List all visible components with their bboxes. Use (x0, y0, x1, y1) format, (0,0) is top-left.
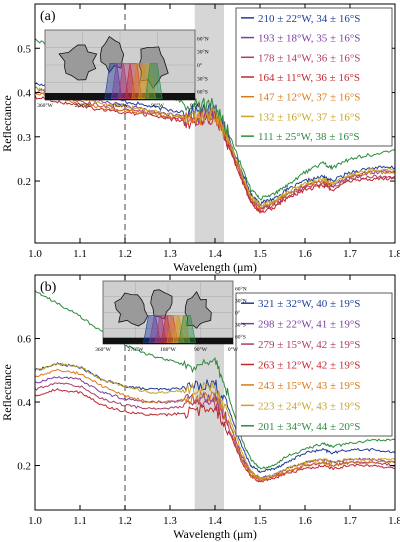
y-tick-label: 0.6 (17, 334, 31, 346)
legend-entry: 210 ± 22°W, 34 ± 16°S (258, 13, 360, 25)
panel-label: (b) (40, 280, 57, 295)
x-tick-label: 1.0 (28, 248, 42, 260)
x-tick-label: 1.3 (163, 248, 177, 260)
legend-entry: 193 ± 18°W, 35 ± 16°S (258, 33, 360, 45)
inset-footprint (144, 63, 163, 99)
inset-landmass (150, 289, 173, 320)
inset-lat-label: 60°N (235, 286, 247, 293)
inset-lat-label: 0° (235, 310, 240, 317)
y-tick-label: 0.2 (17, 461, 31, 473)
y-tick-label: 0.2 (17, 176, 31, 188)
series-line-6 (34, 362, 396, 481)
x-tick-label: 1.0 (28, 515, 42, 527)
inset-map: 360°W 270°W 180°W 90°W 0°W 60°N 30°N 0° 30°S 60°S (95, 280, 247, 353)
x-tick-label: 1.1 (73, 248, 87, 260)
inset-lon-label: 0°W (228, 346, 239, 353)
legend-entry: 321 ± 32°W, 40 ± 19°S (258, 298, 360, 310)
inset-lat-label: 0° (197, 62, 202, 69)
y-tick-label: 0.5 (17, 43, 31, 55)
legend-entry: 263 ± 12°W, 42 ± 19°S (258, 360, 360, 372)
legend: 321 ± 32°W, 40 ± 19°S 298 ± 22°W, 41 ± 19… (235, 292, 393, 437)
inset-lat-label: 30°S (197, 75, 208, 82)
inset-lat-label: 60°S (235, 333, 246, 340)
legend-entry: 164 ± 11°W, 36 ± 16°S (258, 72, 360, 84)
x-tick-label: 1.5 (253, 248, 267, 260)
legend-entry: 132 ± 16°W, 37 ± 16°S (258, 111, 360, 123)
series-line-6 (34, 86, 396, 208)
inset-lon-label: 180°W (160, 346, 176, 353)
inset-landmass (58, 44, 98, 81)
inset-landmass (114, 292, 149, 327)
legend-entry: 147 ± 12°W, 37 ± 16°S (258, 92, 360, 104)
legend-entry: 201 ± 34°W, 44 ± 20°S (258, 421, 360, 433)
legend-entry: 298 ± 22°W, 41 ± 19°S (258, 319, 360, 331)
legend-entry: 178 ± 14°W, 36 ± 16°S (258, 52, 360, 64)
x-tick-label: 1.8 (388, 515, 400, 527)
x-axis-label: Wavelength (μm) (173, 527, 257, 541)
x-axis-label: Wavelength (μm) (173, 260, 257, 274)
x-tick-label: 1.4 (208, 515, 222, 527)
x-tick-label: 1.6 (298, 515, 312, 527)
x-tick-label: 1.7 (343, 248, 357, 260)
series-line-5 (34, 368, 395, 482)
x-tick-label: 1.5 (253, 515, 267, 527)
series-line-1 (34, 362, 396, 474)
x-tick-label: 1.6 (298, 248, 312, 260)
inset-lat-label: 30°S (235, 321, 246, 328)
legend-entry: 111 ± 25°W, 38 ± 16°S (258, 131, 360, 143)
legend-entry: 223 ± 24°W, 43 ± 19°S (258, 400, 360, 412)
x-tick-label: 1.3 (163, 515, 177, 527)
legend-box (235, 292, 393, 437)
series-line-4 (34, 388, 396, 483)
inset-lon-label: 180°W (112, 102, 128, 109)
series-line-2 (34, 376, 396, 481)
inset-polar-cap (45, 93, 195, 100)
legend: 210 ± 22°W, 34 ± 16°S 193 ± 18°W, 35 ± 16… (235, 7, 393, 147)
chart-panel-b: 1.0 1.1 1.2 1.3 1.4 1.5 1.6 1.7 1.8 0.2 0.4 0.6 Wave… (0, 274, 400, 541)
inset-lat-label: 30°N (235, 298, 247, 305)
y-axis-label: Reflectance (0, 95, 14, 152)
x-tick-label: 1.1 (73, 515, 87, 527)
panel-label: (a) (40, 9, 56, 24)
inset-polar-cap (103, 337, 233, 344)
y-axis-label: Reflectance (0, 364, 14, 421)
inset-lon-label: 90°W (194, 346, 208, 353)
series-line-4 (34, 95, 396, 214)
y-tick-label: 0.3 (17, 132, 31, 144)
inset-lon-label: 270°W (128, 346, 144, 353)
chart-panel-a: 1.0 1.1 1.2 1.3 1.4 1.5 1.6 1.7 1.8 0.2 0.3 0.4 0.5 W… (0, 3, 400, 274)
y-tick-label: 0.4 (17, 397, 31, 409)
inset-footprint (178, 315, 196, 344)
inset-lon-label: 360°W (37, 102, 53, 109)
inset-lon-label: 360°W (95, 346, 111, 353)
inset-lat-label: 60°S (197, 89, 208, 96)
inset-lat-label: 60°N (197, 35, 209, 42)
legend-entry: 243 ± 15°W, 43 ± 19°S (258, 380, 360, 392)
x-tick-label: 1.2 (118, 515, 132, 527)
inset-lon-label: 0°W (190, 102, 201, 109)
inset-landmass (184, 290, 212, 329)
legend-entry: 279 ± 15°W, 42 ± 19°S (258, 339, 360, 351)
x-tick-label: 1.8 (388, 248, 400, 260)
inset-lon-label: 90°W (151, 102, 165, 109)
x-tick-label: 1.7 (343, 515, 357, 527)
legend-box (235, 7, 393, 147)
x-tick-label: 1.4 (208, 248, 222, 260)
x-tick-label: 1.2 (118, 248, 132, 260)
inset-lat-label: 30°N (197, 49, 209, 56)
series-line-5 (34, 90, 396, 211)
inset-map: 360°W 270°W 180°W 90°W 0°W 60°N 30°N 0° 30°S 60°S (37, 29, 209, 109)
inset-lon-label: 270°W (75, 102, 91, 109)
y-tick-label: 0.4 (17, 88, 31, 100)
